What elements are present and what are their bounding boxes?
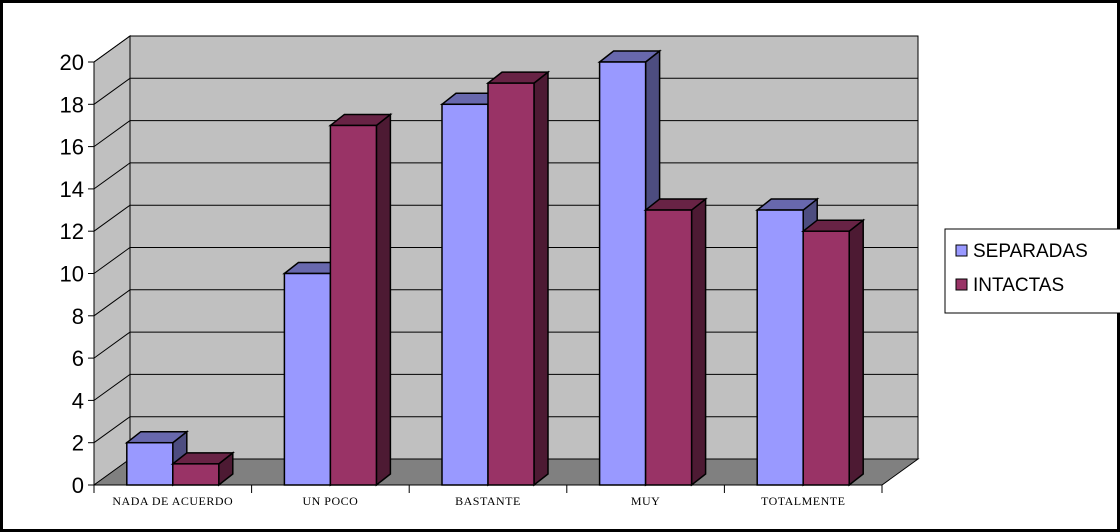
y-tick-label: 8 (72, 304, 84, 329)
bar-side (690, 197, 707, 487)
bar (172, 463, 220, 486)
bar (329, 124, 378, 486)
legend-swatch (955, 244, 968, 257)
bar (598, 61, 647, 486)
y-tick-label: 2 (72, 431, 84, 456)
legend-swatch (955, 278, 968, 291)
y-tick-label: 6 (72, 346, 84, 371)
bar-side (375, 112, 392, 487)
x-tick-label: TOTALMENTE (761, 494, 845, 508)
y-tick-label: 4 (72, 388, 84, 413)
legend-label: SEPARADAS (973, 241, 1088, 262)
bar (441, 103, 489, 486)
y-tick-label: 18 (60, 92, 84, 117)
bar (126, 441, 174, 486)
x-tick-label: UN POCO (302, 494, 358, 508)
bar (283, 272, 332, 486)
bar (644, 209, 693, 486)
y-tick-label: 16 (60, 135, 84, 160)
y-tick-label: 20 (60, 50, 84, 75)
x-tick-label: NADA DE ACUERDO (112, 494, 233, 508)
bar-side (533, 70, 549, 487)
y-tick-label: 12 (60, 219, 84, 244)
bar (756, 209, 804, 486)
bar (487, 82, 535, 486)
gridline (93, 35, 918, 63)
x-tick-label: BASTANTE (455, 494, 521, 508)
y-tick-label: 10 (60, 262, 84, 287)
bar-side (848, 218, 864, 487)
y-tick-label: 14 (60, 177, 84, 202)
x-tick-label: MUY (631, 494, 661, 508)
y-tick-label: 0 (72, 473, 84, 498)
bar (802, 230, 850, 486)
legend-box (944, 228, 1120, 314)
legend-label: INTACTAS (973, 275, 1064, 296)
